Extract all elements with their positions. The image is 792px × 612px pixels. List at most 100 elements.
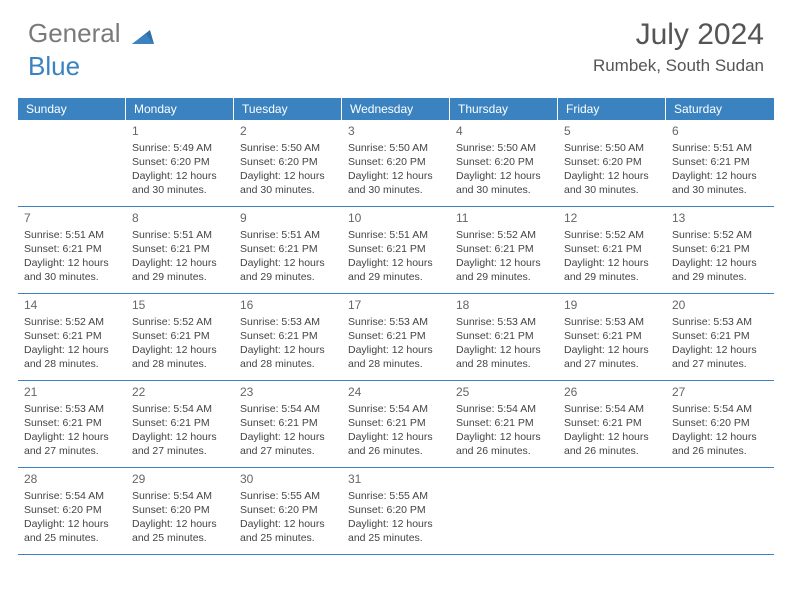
- day-cell: 4Sunrise: 5:50 AMSunset: 6:20 PMDaylight…: [450, 120, 558, 206]
- daylight-text: Daylight: 12 hours and 30 minutes.: [240, 169, 336, 197]
- sunset-text: Sunset: 6:21 PM: [240, 329, 336, 343]
- logo: General Blue: [28, 18, 154, 82]
- day-number: 6: [672, 123, 768, 139]
- daylight-text: Daylight: 12 hours and 25 minutes.: [132, 517, 228, 545]
- sunrise-text: Sunrise: 5:53 AM: [456, 315, 552, 329]
- day-cell: 20Sunrise: 5:53 AMSunset: 6:21 PMDayligh…: [666, 294, 774, 380]
- daylight-text: Daylight: 12 hours and 30 minutes.: [456, 169, 552, 197]
- daylight-text: Daylight: 12 hours and 30 minutes.: [132, 169, 228, 197]
- day-number: 4: [456, 123, 552, 139]
- calendar: Sunday Monday Tuesday Wednesday Thursday…: [18, 98, 774, 555]
- sunset-text: Sunset: 6:20 PM: [348, 155, 444, 169]
- daylight-text: Daylight: 12 hours and 27 minutes.: [564, 343, 660, 371]
- day-cell: 7 Sunrise: 5:51 AMSunset: 6:21 PMDaylight…: [18, 207, 126, 293]
- dow-friday: Friday: [558, 98, 666, 120]
- day-number: 20: [672, 297, 768, 313]
- daylight-text: Daylight: 12 hours and 28 minutes.: [24, 343, 120, 371]
- sunrise-text: Sunrise: 5:53 AM: [24, 402, 120, 416]
- sunrise-text: Sunrise: 5:54 AM: [672, 402, 768, 416]
- daylight-text: Daylight: 12 hours and 28 minutes.: [132, 343, 228, 371]
- day-cell: [450, 468, 558, 554]
- day-number: 7: [24, 210, 120, 226]
- daylight-text: Daylight: 12 hours and 27 minutes.: [24, 430, 120, 458]
- sunrise-text: Sunrise: 5:51 AM: [24, 228, 120, 242]
- sunset-text: Sunset: 6:20 PM: [564, 155, 660, 169]
- day-cell: 8Sunrise: 5:51 AMSunset: 6:21 PMDaylight…: [126, 207, 234, 293]
- sunset-text: Sunset: 6:21 PM: [24, 416, 120, 430]
- day-number: 2: [240, 123, 336, 139]
- dow-saturday: Saturday: [666, 98, 774, 120]
- dow-sunday: Sunday: [18, 98, 126, 120]
- day-cell: 18Sunrise: 5:53 AMSunset: 6:21 PMDayligh…: [450, 294, 558, 380]
- day-of-week-row: Sunday Monday Tuesday Wednesday Thursday…: [18, 98, 774, 120]
- day-number: 25: [456, 384, 552, 400]
- sunset-text: Sunset: 6:21 PM: [564, 416, 660, 430]
- sunset-text: Sunset: 6:21 PM: [672, 155, 768, 169]
- sunset-text: Sunset: 6:21 PM: [24, 242, 120, 256]
- week-row: 14Sunrise: 5:52 AMSunset: 6:21 PMDayligh…: [18, 294, 774, 381]
- sunset-text: Sunset: 6:20 PM: [672, 416, 768, 430]
- sunrise-text: Sunrise: 5:53 AM: [564, 315, 660, 329]
- sunset-text: Sunset: 6:21 PM: [564, 242, 660, 256]
- day-number: 30: [240, 471, 336, 487]
- sunrise-text: Sunrise: 5:52 AM: [132, 315, 228, 329]
- day-number: 15: [132, 297, 228, 313]
- day-number: 9: [240, 210, 336, 226]
- day-cell: 19Sunrise: 5:53 AMSunset: 6:21 PMDayligh…: [558, 294, 666, 380]
- day-cell: 15Sunrise: 5:52 AMSunset: 6:21 PMDayligh…: [126, 294, 234, 380]
- daylight-text: Daylight: 12 hours and 29 minutes.: [348, 256, 444, 284]
- daylight-text: Daylight: 12 hours and 25 minutes.: [24, 517, 120, 545]
- daylight-text: Daylight: 12 hours and 30 minutes.: [24, 256, 120, 284]
- sunset-text: Sunset: 6:21 PM: [672, 242, 768, 256]
- day-cell: 6 Sunrise: 5:51 AMSunset: 6:21 PMDaylight…: [666, 120, 774, 206]
- sunrise-text: Sunrise: 5:51 AM: [132, 228, 228, 242]
- header-right: July 2024 Rumbek, South Sudan: [593, 18, 764, 76]
- sunrise-text: Sunrise: 5:51 AM: [240, 228, 336, 242]
- sunset-text: Sunset: 6:21 PM: [348, 242, 444, 256]
- day-number: 3: [348, 123, 444, 139]
- day-number: 18: [456, 297, 552, 313]
- day-cell: 22Sunrise: 5:54 AMSunset: 6:21 PMDayligh…: [126, 381, 234, 467]
- daylight-text: Daylight: 12 hours and 26 minutes.: [348, 430, 444, 458]
- day-number: 11: [456, 210, 552, 226]
- day-cell: 30Sunrise: 5:55 AMSunset: 6:20 PMDayligh…: [234, 468, 342, 554]
- sunset-text: Sunset: 6:20 PM: [24, 503, 120, 517]
- day-number: 8: [132, 210, 228, 226]
- week-row: 7Sunrise: 5:51 AMSunset: 6:21 PMDaylight…: [18, 207, 774, 294]
- dow-tuesday: Tuesday: [234, 98, 342, 120]
- sunrise-text: Sunrise: 5:50 AM: [240, 141, 336, 155]
- sunset-text: Sunset: 6:21 PM: [132, 242, 228, 256]
- day-cell: 11Sunrise: 5:52 AMSunset: 6:21 PMDayligh…: [450, 207, 558, 293]
- day-cell: 24Sunrise: 5:54 AMSunset: 6:21 PMDayligh…: [342, 381, 450, 467]
- daylight-text: Daylight: 12 hours and 30 minutes.: [348, 169, 444, 197]
- sunrise-text: Sunrise: 5:54 AM: [456, 402, 552, 416]
- dow-thursday: Thursday: [450, 98, 558, 120]
- daylight-text: Daylight: 12 hours and 29 minutes.: [564, 256, 660, 284]
- sunset-text: Sunset: 6:21 PM: [132, 416, 228, 430]
- day-number: 10: [348, 210, 444, 226]
- day-cell: 16Sunrise: 5:53 AMSunset: 6:21 PMDayligh…: [234, 294, 342, 380]
- logo-text: General Blue: [28, 18, 154, 82]
- day-number: 16: [240, 297, 336, 313]
- sunrise-text: Sunrise: 5:52 AM: [564, 228, 660, 242]
- day-cell: 14Sunrise: 5:52 AMSunset: 6:21 PMDayligh…: [18, 294, 126, 380]
- week-row: 28Sunrise: 5:54 AMSunset: 6:20 PMDayligh…: [18, 468, 774, 555]
- daylight-text: Daylight: 12 hours and 28 minutes.: [240, 343, 336, 371]
- header: General Blue July 2024 Rumbek, South Sud…: [0, 0, 792, 88]
- daylight-text: Daylight: 12 hours and 30 minutes.: [672, 169, 768, 197]
- sunset-text: Sunset: 6:20 PM: [240, 155, 336, 169]
- day-cell: [18, 120, 126, 206]
- day-cell: 29Sunrise: 5:54 AMSunset: 6:20 PMDayligh…: [126, 468, 234, 554]
- sunrise-text: Sunrise: 5:50 AM: [348, 141, 444, 155]
- day-number: 1: [132, 123, 228, 139]
- sunrise-text: Sunrise: 5:52 AM: [456, 228, 552, 242]
- sunrise-text: Sunrise: 5:51 AM: [672, 141, 768, 155]
- sunrise-text: Sunrise: 5:53 AM: [348, 315, 444, 329]
- sunrise-text: Sunrise: 5:53 AM: [672, 315, 768, 329]
- sunset-text: Sunset: 6:21 PM: [240, 242, 336, 256]
- daylight-text: Daylight: 12 hours and 26 minutes.: [672, 430, 768, 458]
- sunset-text: Sunset: 6:20 PM: [132, 155, 228, 169]
- day-number: 21: [24, 384, 120, 400]
- logo-word1: General: [28, 18, 121, 48]
- day-cell: 17Sunrise: 5:53 AMSunset: 6:21 PMDayligh…: [342, 294, 450, 380]
